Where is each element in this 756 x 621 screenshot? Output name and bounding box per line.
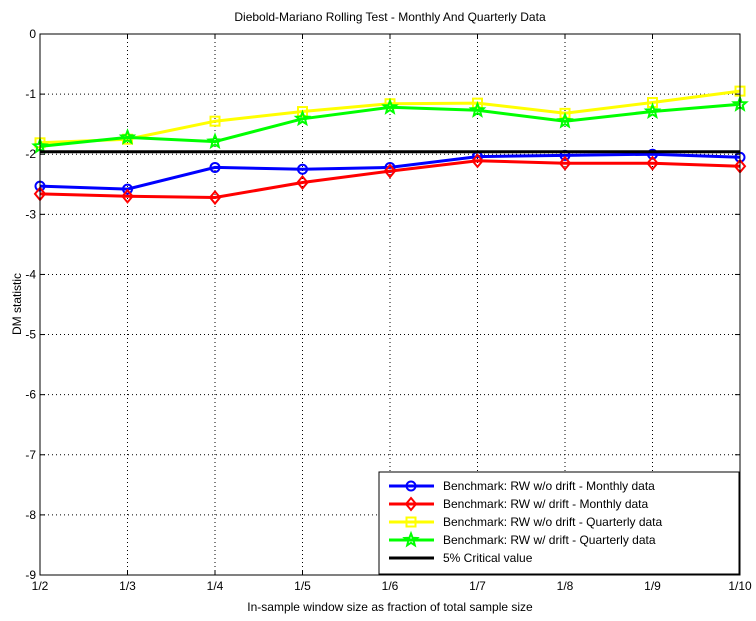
diamond-marker: [296, 174, 309, 191]
star-marker: [206, 132, 224, 150]
x-tick-label: 1/6: [382, 579, 399, 593]
x-axis-title: In-sample window size as fraction of tot…: [247, 600, 533, 614]
diamond-marker: [383, 163, 397, 179]
series-line: [39, 152, 741, 191]
x-tick-label: 1/8: [557, 579, 574, 593]
star-marker: [118, 128, 137, 145]
diamond-marker: [471, 153, 484, 169]
circle-marker: [209, 161, 221, 173]
legend-item: Benchmark: RW w/o drift - Quarterly data: [389, 515, 663, 529]
series-layer: [31, 85, 749, 206]
y-tick-label: -1: [25, 87, 36, 101]
series-line: [39, 89, 741, 145]
y-tick-label: -6: [25, 388, 36, 402]
circle-marker: [122, 183, 133, 195]
diamond-marker: [558, 155, 572, 171]
grid-layer: [40, 34, 740, 575]
legend-item: Benchmark: RW w/ drift - Monthly data: [389, 496, 649, 512]
star-marker: [293, 109, 312, 127]
y-tick-label: -9: [25, 568, 36, 582]
square-marker: [297, 106, 308, 118]
y-tick-label: 0: [29, 27, 36, 41]
square-marker: [209, 115, 221, 127]
legend-item: Benchmark: RW w/o drift - Monthly data: [389, 479, 655, 493]
diamond-marker: [646, 155, 659, 171]
legend-label: 5% Critical value: [443, 551, 533, 565]
star-marker: [468, 100, 487, 118]
star-marker: [643, 102, 662, 120]
circle-marker: [405, 480, 417, 492]
square-marker: [559, 107, 571, 119]
tick-layer: 1/2 1/3 1/4 1/5 1/6 1/7 1/8 1/9 1/10 0 -1 -2 -3 -4 -5 -…: [25, 27, 752, 593]
legend-label: Benchmark: RW w/o drift - Quarterly data: [443, 515, 663, 529]
x-tick-label: 1/10: [728, 579, 752, 593]
diamond-marker: [404, 496, 418, 512]
legend: Benchmark: RW w/o drift - Monthly data Be…: [378, 471, 740, 575]
series-1: [33, 153, 747, 206]
x-tick-label: 1/4: [207, 579, 224, 593]
y-tick-label: -3: [25, 207, 36, 221]
x-tick-label: 1/7: [469, 579, 486, 593]
chart-title: Diebold-Mariano Rolling Test - Monthly A…: [234, 10, 546, 24]
star-marker: [381, 97, 399, 115]
x-tick-label: 1/5: [294, 579, 311, 593]
y-tick-label: -7: [25, 448, 36, 462]
square-marker: [405, 516, 417, 528]
legend-label: Benchmark: RW w/ drift - Quarterly data: [443, 533, 656, 547]
y-tick-label: -5: [25, 328, 36, 342]
series-3: [31, 94, 749, 154]
series-line: [39, 159, 741, 200]
x-tick-label: 1/9: [644, 579, 661, 593]
y-tick-label: -8: [25, 508, 36, 522]
legend-box: [378, 471, 740, 575]
y-tick-label: -2: [25, 147, 36, 161]
diamond-marker: [208, 189, 222, 206]
square-marker: [472, 97, 483, 109]
legend-item: 5% Critical value: [389, 551, 533, 565]
star-marker: [556, 111, 574, 129]
y-axis-title: DM statistic: [10, 273, 24, 335]
diamond-marker: [121, 188, 134, 204]
x-tick-label: 1/3: [119, 579, 136, 593]
x-tick-label: 1/2: [32, 579, 49, 593]
legend-label: Benchmark: RW w/ drift - Monthly data: [443, 497, 649, 511]
star-marker: [402, 530, 420, 548]
circle-marker: [297, 163, 308, 175]
series-line: [39, 102, 741, 148]
legend-label: Benchmark: RW w/o drift - Monthly data: [443, 479, 655, 493]
y-tick-label: -4: [25, 267, 36, 281]
legend-item: Benchmark: RW w/ drift - Quarterly data: [389, 530, 656, 548]
